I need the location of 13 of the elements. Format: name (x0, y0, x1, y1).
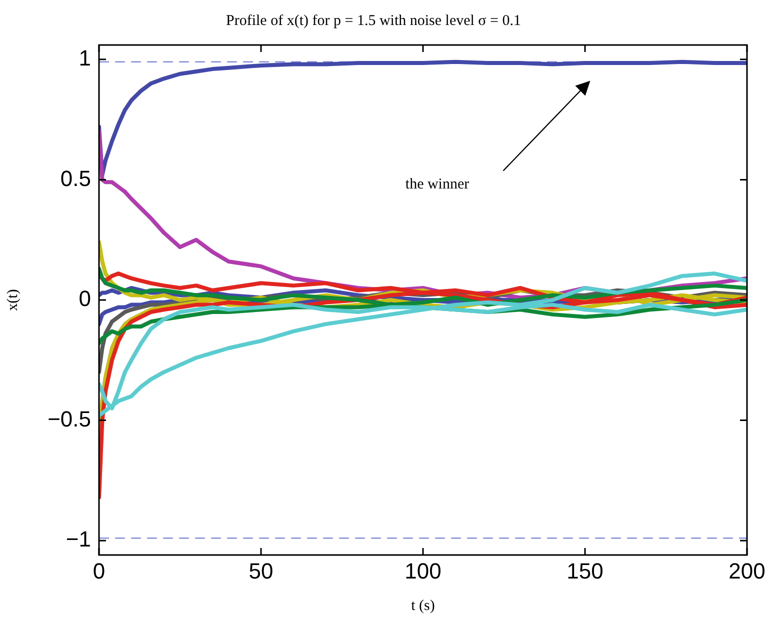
chart-title: Profile of x(t) for p = 1.5 with noise level σ = 0.1 (226, 12, 521, 29)
x-tick-label: 100 (404, 558, 442, 584)
y-tick-label: 0.5 (60, 166, 91, 191)
y-tick-label: −0.5 (48, 406, 91, 432)
x-tick-label: 200 (728, 558, 766, 584)
x-tick-label: 50 (248, 558, 274, 584)
y-tick-label: −1 (66, 526, 91, 552)
y-axis-title: x(t) (4, 289, 21, 311)
y-tick-label: 0 (78, 286, 91, 312)
y-tick-label: 1 (78, 45, 91, 70)
x-tick-label: 150 (566, 558, 604, 584)
x-axis-title: t (s) (411, 598, 435, 614)
annotation: the winner (405, 176, 470, 193)
